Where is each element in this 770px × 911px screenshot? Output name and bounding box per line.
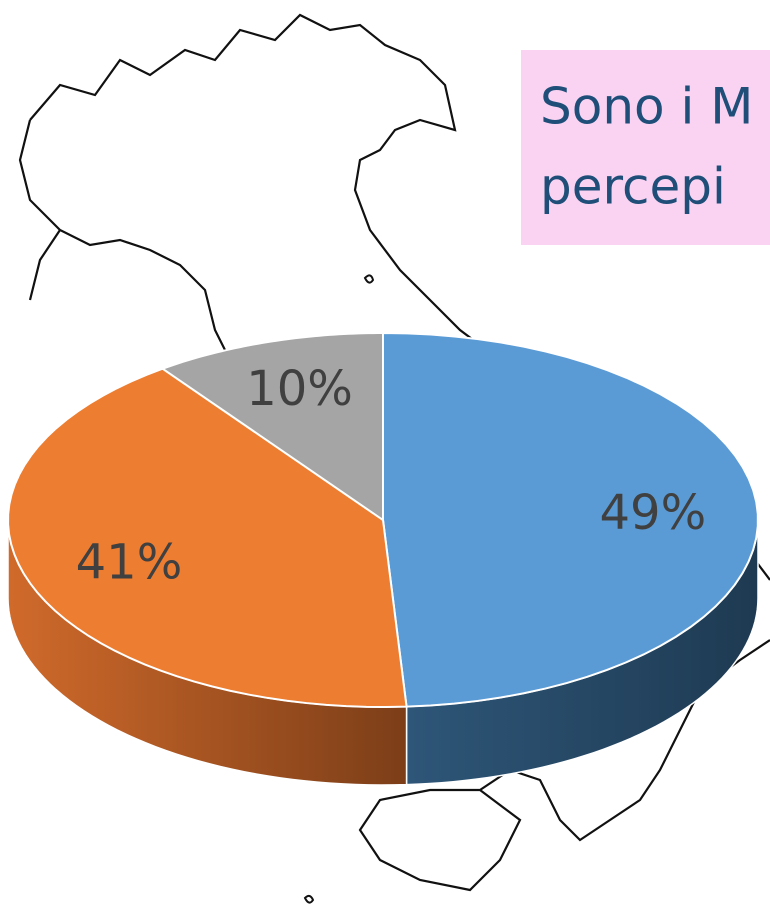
data-label: 49% (600, 485, 707, 541)
data-label: 41% (76, 535, 183, 591)
pie-slice (382, 331, 759, 708)
title-line: Sono i M (540, 78, 753, 136)
pie-slice (7, 367, 408, 708)
pie-slice (160, 331, 384, 522)
map-detail (303, 274, 375, 904)
data-label: 10% (246, 361, 353, 417)
title-line: percepi (540, 158, 726, 216)
title-box (521, 50, 770, 245)
map-outline (18, 13, 770, 892)
